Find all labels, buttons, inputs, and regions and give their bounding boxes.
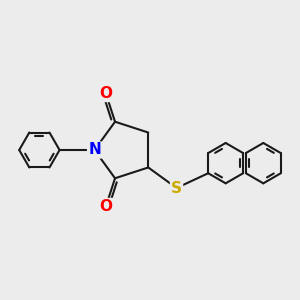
Text: N: N: [88, 142, 101, 158]
Text: O: O: [99, 199, 112, 214]
Text: O: O: [99, 86, 112, 101]
Text: S: S: [171, 181, 182, 196]
